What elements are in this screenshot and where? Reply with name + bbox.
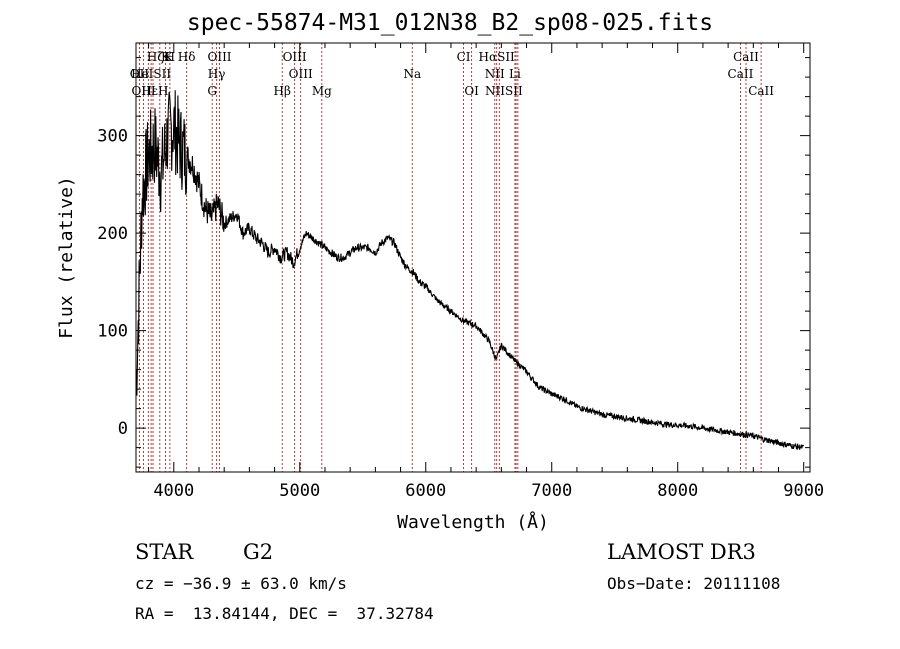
spectral-line-label: NII [485,67,505,81]
y-tick-label: 100 [97,322,128,342]
survey-label: LAMOST DR3 [607,540,756,564]
radec-label: RA = 13.84144, DEC = 37.32784 [135,604,434,623]
spectral-line-label: Hβ [274,84,291,98]
spectral-line-label: CaII [728,67,754,81]
subclass-label: G2 [243,540,274,564]
x-tick-label: 8000 [657,481,698,501]
x-tick-label: 5000 [279,481,320,501]
y-tick-label: 200 [97,224,128,244]
y-tick-label: 300 [97,127,128,147]
redshift-label: cz = −36.9 ± 63.0 km/s [135,574,347,593]
spectral-line-label: NIISII [485,84,523,98]
spectral-line-label: HζK [147,50,174,64]
spectral-line-label: H [165,50,175,64]
x-tick-label: 6000 [405,481,446,501]
spectral-line-label: OIII [283,50,307,64]
spectral-line-label: Li [509,67,521,81]
y-axis-label: Flux (relative) [56,176,77,339]
spectral-line-label: Na [403,67,421,81]
x-axis-label: Wavelength (Å) [397,511,549,533]
obs-date-label: Obs−Date: 20111108 [607,574,781,593]
spectral-line-label: Hγ [208,67,226,81]
x-tick-label: 7000 [531,481,572,501]
spectral-line-label: HεH [141,84,168,98]
spectral-line-label: CaII [748,84,774,98]
spectral-line-label: Hδ [178,50,196,64]
spectrum-line [135,90,805,451]
spectral-line-label: OIII [207,50,231,64]
spectral-line-label: OIII [132,84,156,98]
spectral-line-label: CaII [733,50,759,64]
spectral-line-label: HαSII [479,50,516,64]
x-tick-label: 9000 [783,481,824,501]
spectral-line-label: HeISII [131,67,171,81]
spectral-line-label: Mg [312,84,332,98]
spectral-line-label: OIII [289,67,313,81]
class-label: STAR [135,540,194,564]
spectral-line-label: K [161,50,171,64]
spectral-line-label: OI [464,84,479,98]
spectral-line-label: OII [130,67,150,81]
plot-frame [135,42,811,473]
spectral-line-label: CI [457,50,471,64]
x-tick-label: 4000 [153,481,194,501]
y-tick-label: 0 [118,419,128,439]
chart-title: spec-55874-M31_012N38_B2_sp08-025.fits [186,10,714,36]
spectral-line-label: G [207,84,217,98]
